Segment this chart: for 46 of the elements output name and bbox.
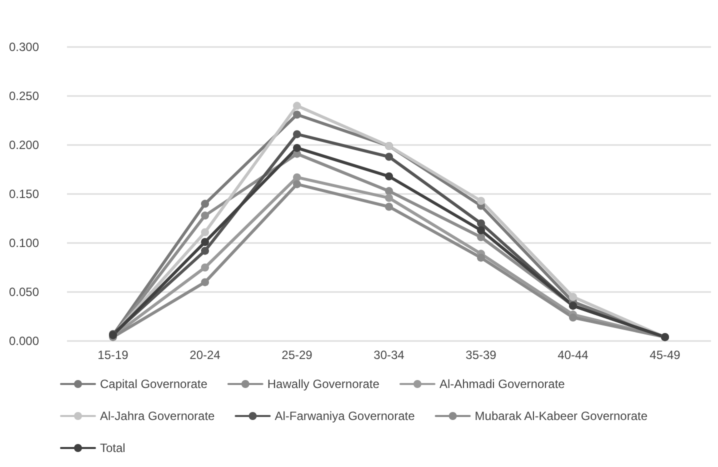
point xyxy=(385,152,393,161)
y-tick-label: 0.000 xyxy=(8,334,40,348)
x-tick-label: 45-49 xyxy=(650,348,681,362)
x-tick-label: 35-39 xyxy=(466,348,497,362)
x-tick-label: 30-34 xyxy=(374,348,405,362)
point xyxy=(569,313,577,322)
legend-label: Al-Ahmadi Governorate xyxy=(439,377,566,391)
legend-label: Al-Farwaniya Governorate xyxy=(274,409,416,423)
y-tick-label: 0.250 xyxy=(8,89,40,103)
legend-label: Al-Jahra Governorate xyxy=(100,409,216,423)
y-tick-label: 0.200 xyxy=(8,138,40,152)
point xyxy=(477,254,485,262)
y-tick-label: 0.150 xyxy=(8,187,40,201)
legend-label: Mubarak Al-Kabeer Governorate xyxy=(474,409,648,423)
point xyxy=(201,246,209,255)
point xyxy=(569,292,577,301)
y-tick-label: 0.300 xyxy=(8,40,40,54)
point xyxy=(293,102,301,110)
point xyxy=(201,228,209,236)
x-tick-label: 40-44 xyxy=(558,348,589,362)
point xyxy=(293,144,301,152)
point xyxy=(477,226,485,234)
point xyxy=(201,264,209,272)
point xyxy=(201,278,209,286)
point xyxy=(201,238,209,246)
point xyxy=(477,196,485,205)
legend-label: Capital Governorate xyxy=(100,377,208,391)
point xyxy=(385,202,393,211)
x-tick-label: 20-24 xyxy=(190,348,221,362)
point xyxy=(201,200,209,208)
point xyxy=(477,219,485,228)
point xyxy=(293,180,301,188)
point xyxy=(201,212,209,220)
y-tick-label: 0.100 xyxy=(8,236,40,250)
point xyxy=(385,187,393,196)
point xyxy=(477,233,485,242)
legend-label: Hawally Governorate xyxy=(267,377,380,391)
y-tick-label: 0.050 xyxy=(8,285,40,299)
legend-label: Total xyxy=(100,441,126,455)
x-tick-label: 25-29 xyxy=(282,348,313,362)
point xyxy=(293,173,301,182)
point xyxy=(293,110,301,119)
point xyxy=(385,172,393,180)
point xyxy=(385,194,393,202)
point xyxy=(293,130,301,138)
x-tick-label: 15-19 xyxy=(98,348,129,362)
